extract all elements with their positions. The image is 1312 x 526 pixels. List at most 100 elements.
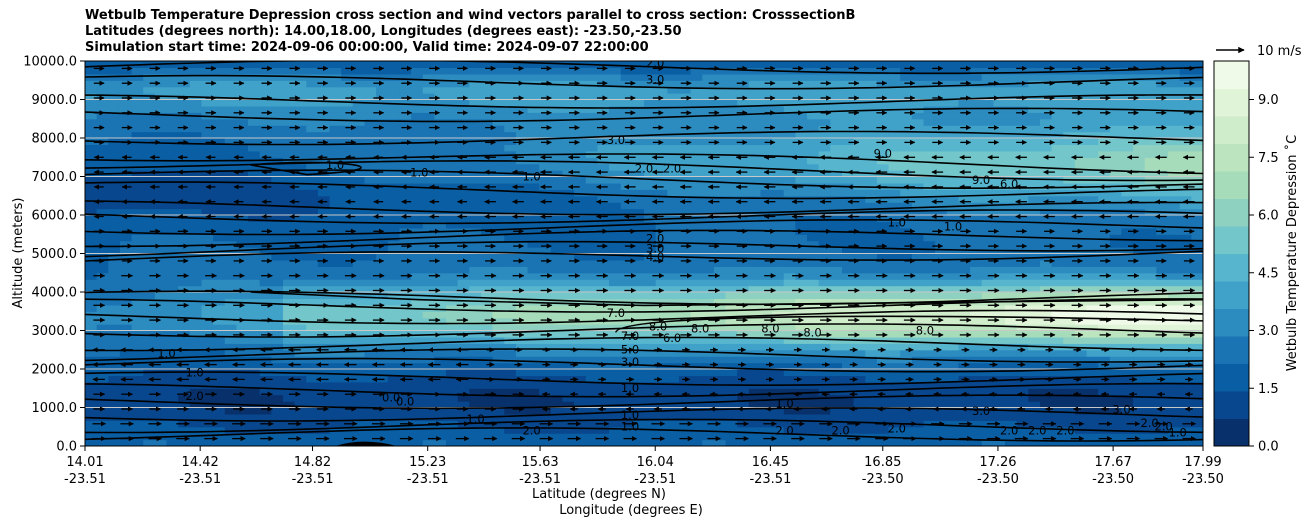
- field-cell: [492, 93, 505, 101]
- field-cell: [772, 131, 785, 139]
- field-cell: [725, 227, 738, 235]
- field-cell: [900, 73, 913, 81]
- field-cell: [935, 221, 948, 229]
- field-cell: [841, 317, 855, 325]
- field-cell: [946, 144, 960, 152]
- field-cell: [399, 125, 412, 133]
- field-cell: [620, 99, 633, 107]
- field-cell: [1005, 215, 1018, 223]
- field-cell: [970, 266, 983, 274]
- field-cell: [154, 298, 168, 306]
- field-cell: [574, 401, 587, 409]
- field-cell: [585, 381, 599, 389]
- field-cell: [434, 170, 447, 178]
- field-cell: [609, 144, 622, 152]
- field-cell: [737, 279, 750, 287]
- field-cell: [271, 227, 284, 235]
- field-cell: [224, 112, 237, 120]
- field-cell: [655, 304, 668, 312]
- field-cell: [993, 227, 1006, 235]
- field-cell: [795, 157, 808, 165]
- field-cell: [678, 125, 692, 133]
- field-cell: [201, 426, 214, 434]
- field-cell: [248, 253, 261, 261]
- field-cell: [609, 369, 622, 377]
- field-cell: [364, 138, 377, 146]
- field-cell: [818, 93, 831, 101]
- field-cell: [725, 80, 738, 88]
- field-cell: [387, 330, 401, 338]
- field-cell: [387, 375, 401, 383]
- field-cell: [644, 99, 657, 107]
- field-cell: [434, 182, 447, 190]
- field-cell: [96, 362, 109, 370]
- field-cell: [85, 189, 98, 197]
- field-cell: [329, 266, 342, 274]
- field-cell: [143, 388, 156, 396]
- field-cell: [85, 202, 98, 210]
- field-cell: [993, 93, 1006, 101]
- field-cell: [329, 215, 342, 223]
- field-cell: [364, 144, 377, 152]
- field-cell: [783, 266, 796, 274]
- field-cell: [609, 259, 622, 267]
- field-cell: [609, 413, 622, 421]
- field-cell: [411, 285, 424, 293]
- field-cell: [911, 330, 925, 338]
- field-cell: [1016, 221, 1029, 229]
- field-cell: [958, 93, 971, 101]
- field-cell: [783, 330, 796, 338]
- field-cell: [772, 279, 785, 287]
- field-cell: [364, 61, 377, 69]
- field-cell: [224, 221, 237, 229]
- field-cell: [446, 375, 459, 383]
- field-cell: [119, 394, 133, 402]
- field-cell: [900, 131, 913, 139]
- field-cell: [888, 330, 901, 338]
- field-cell: [841, 144, 855, 152]
- field-cell: [760, 221, 773, 229]
- field-cell: [818, 234, 831, 242]
- field-cell: [527, 317, 540, 325]
- field-cell: [527, 125, 540, 133]
- field-cell: [620, 426, 633, 434]
- field-cell: [480, 304, 494, 312]
- field-cell: [795, 324, 808, 332]
- field-cell: [434, 381, 447, 389]
- field-cell: [422, 298, 435, 306]
- field-cell: [1039, 99, 1053, 107]
- field-cell: [201, 61, 214, 69]
- field-cell: [981, 401, 994, 409]
- field-cell: [131, 420, 144, 428]
- field-cell: [865, 73, 878, 81]
- field-cell: [154, 170, 168, 178]
- field-cell: [644, 80, 657, 88]
- field-cell: [853, 279, 866, 287]
- field-cell: [935, 253, 948, 261]
- field-cell: [469, 67, 482, 75]
- field-cell: [888, 61, 901, 69]
- field-cell: [1005, 279, 1018, 287]
- field-cell: [783, 401, 796, 409]
- field-cell: [213, 433, 226, 441]
- field-cell: [306, 247, 319, 255]
- field-cell: [422, 349, 435, 357]
- field-cell: [131, 304, 144, 312]
- field-cell: [574, 439, 587, 446]
- field-cell: [306, 362, 319, 370]
- field-cell: [900, 401, 913, 409]
- field-cell: [329, 86, 342, 94]
- field-cell: [131, 112, 144, 120]
- field-cell: [690, 182, 703, 190]
- field-cell: [504, 356, 517, 364]
- field-cell: [399, 176, 412, 184]
- field-cell: [422, 343, 435, 351]
- field-cell: [469, 362, 482, 370]
- field-cell: [399, 388, 412, 396]
- field-cell: [1028, 138, 1041, 146]
- field-cell: [853, 259, 866, 267]
- field-cell: [609, 125, 622, 133]
- field-cell: [166, 336, 179, 344]
- field-cell: [853, 413, 866, 421]
- field-cell: [574, 195, 587, 203]
